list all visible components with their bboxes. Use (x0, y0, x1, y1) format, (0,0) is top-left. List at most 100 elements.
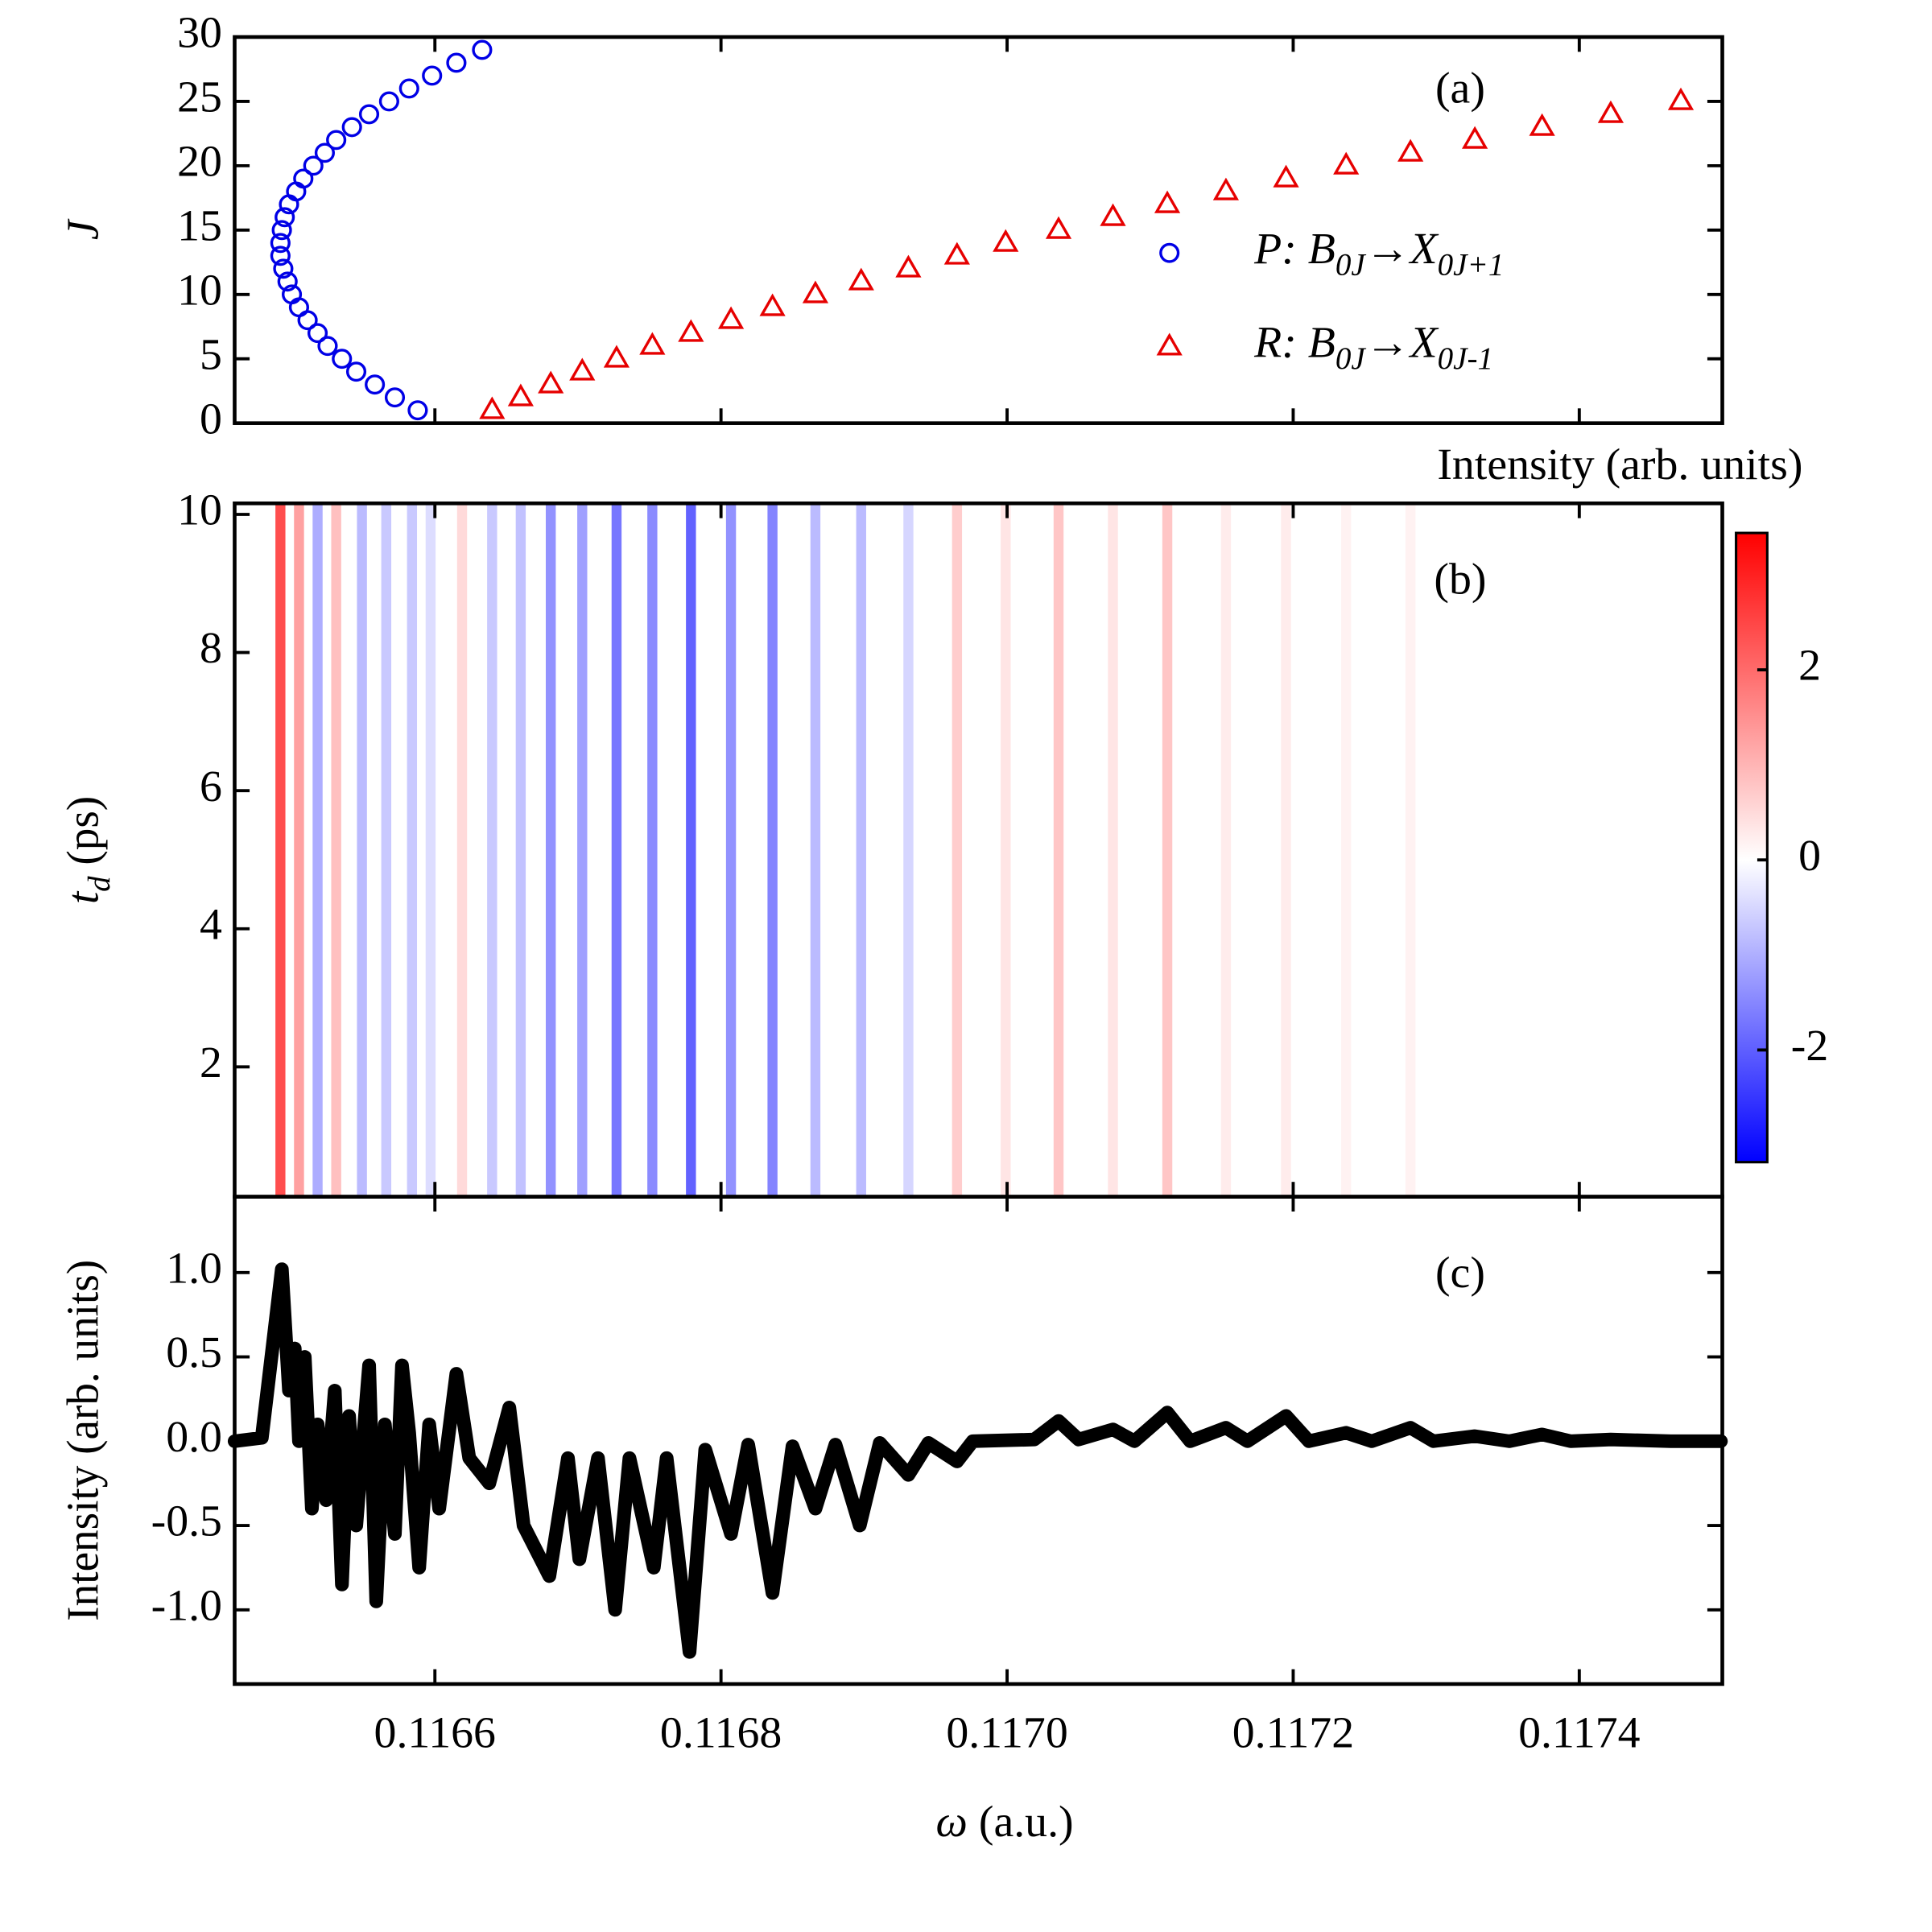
point (678, 319, 704, 342)
heat-stripe (1053, 503, 1064, 1197)
y-tick-label: 15 (177, 202, 222, 251)
point (759, 293, 786, 316)
heat-stripe (1340, 503, 1352, 1197)
point (365, 374, 386, 395)
point (275, 207, 295, 228)
y-tick-label: 2 (200, 1038, 222, 1088)
point (270, 233, 291, 254)
y-tick-label: -1.0 (151, 1582, 222, 1631)
colorbar-tick-label: 0 (1798, 832, 1821, 881)
point (407, 400, 428, 421)
point (384, 387, 406, 408)
x-tick-label: 0.1170 (946, 1709, 1067, 1758)
point (326, 130, 347, 151)
point (293, 168, 314, 189)
heat-stripe (407, 503, 418, 1197)
heat-stripe (312, 503, 323, 1197)
point (358, 104, 380, 125)
heat-stripe (1108, 503, 1118, 1197)
heat-stripe (903, 503, 914, 1197)
panel: 1.0 0.5 0.0 -0.5 -1.0 0.1166 0.1168 0.1170 0.117… (59, 1195, 1728, 1847)
y-tick-label: 10 (177, 266, 222, 316)
point (472, 39, 493, 60)
point (303, 155, 324, 176)
legend-marker (1159, 242, 1180, 263)
heat-stripe (1405, 503, 1416, 1197)
legend-label: P: B0J​→X0J+1​ (1253, 225, 1504, 282)
y-tick-label: 0.5 (166, 1329, 222, 1378)
heat-stripe (952, 503, 963, 1197)
panel: P: B0J​→X0J+1​ R: B0J​→X0J-1​ 0 5 10 15 20 25 30… (59, 9, 1724, 444)
point (1212, 177, 1240, 200)
y-tick-label: 25 (177, 73, 222, 122)
heat-stripe (856, 503, 866, 1197)
panel-label: (a) (1435, 64, 1485, 114)
heat-stripe (487, 503, 497, 1197)
y-axis-label: J (59, 218, 108, 240)
heat-stripe (275, 503, 286, 1197)
x-tick-label: 0.1166 (374, 1709, 496, 1758)
heat-stripe (647, 503, 658, 1197)
colorbar (1735, 531, 1769, 1164)
heat-stripe (331, 503, 341, 1197)
heat-stripe (725, 503, 737, 1197)
point (1333, 151, 1360, 175)
panel-label: (b) (1434, 555, 1486, 605)
point (993, 229, 1019, 252)
x-tick-label: 0.1172 (1232, 1709, 1354, 1758)
point (341, 117, 362, 138)
y-tick-label: 5 (200, 331, 222, 380)
colorbar-title: Intensity (arb. units) (1437, 440, 1802, 489)
point (446, 52, 467, 73)
point (270, 246, 291, 266)
panel: -2 0 2 Intensity (arb. units) 2 4 6 8 10 td (ps) (… (59, 440, 1828, 1199)
y-axis-label: Intensity (arb. units) (59, 1260, 108, 1621)
heat-stripe (1162, 503, 1173, 1197)
plot-frame (233, 35, 1724, 425)
y-tick-label: 6 (200, 762, 222, 811)
heat-stripe (1001, 503, 1011, 1197)
point (1529, 113, 1555, 136)
point (717, 306, 745, 329)
panel-label: (c) (1435, 1249, 1485, 1298)
heat-stripe (1281, 503, 1291, 1197)
y-tick-label: 10 (177, 486, 222, 535)
point (538, 370, 564, 394)
heat-stripe (357, 503, 367, 1197)
heat-stripe (767, 503, 778, 1197)
point (479, 396, 506, 419)
heat-stripe (686, 503, 696, 1197)
y-tick-label: 1.0 (166, 1245, 222, 1294)
point (848, 267, 874, 291)
heat-stripe (515, 503, 526, 1197)
point (271, 220, 292, 241)
y-tick-label: 4 (200, 901, 222, 950)
point (1597, 100, 1624, 123)
point (1154, 190, 1181, 213)
heat-stripe (456, 503, 468, 1197)
point (1100, 203, 1126, 226)
point (314, 142, 335, 163)
heat-stripe (611, 503, 622, 1197)
y-tick-label: 20 (177, 138, 222, 187)
point (281, 284, 303, 305)
point (273, 258, 294, 279)
point (345, 361, 367, 382)
heat-stripe (545, 503, 556, 1197)
heat-stripe (425, 503, 436, 1197)
x-tick-label: 0.1168 (660, 1709, 782, 1758)
point (277, 271, 298, 292)
point (1462, 126, 1488, 149)
y-tick-label: -0.5 (151, 1497, 222, 1546)
point (378, 91, 399, 112)
point (1667, 87, 1695, 110)
point (943, 242, 970, 265)
y-tick-label: 8 (200, 625, 222, 674)
point (398, 78, 419, 99)
legend-label: R: B0J​→X0J-1​ (1253, 319, 1493, 376)
point (639, 332, 666, 355)
point (1045, 216, 1072, 239)
point (307, 323, 328, 344)
